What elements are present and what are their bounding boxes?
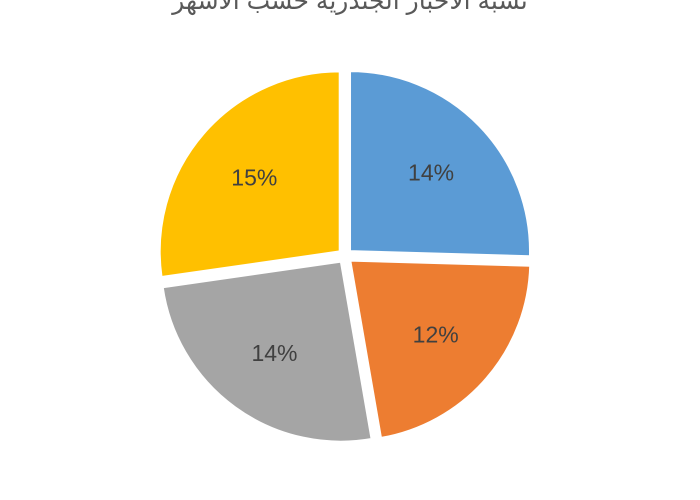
pie-slice-3 <box>161 260 373 443</box>
slice-data-label-4: 15% <box>231 164 277 190</box>
pie-slice-2 <box>349 259 532 440</box>
pie-labels: 14% 12% 14% 15% <box>231 159 458 366</box>
slice-data-label-2: 12% <box>413 322 459 348</box>
chart-title: نسبة الأخبار الجندرية حسب الأشهر <box>172 0 528 15</box>
slice-data-label-3: 14% <box>251 340 297 366</box>
pie-slice-4 <box>158 70 341 279</box>
pie-slice-1 <box>349 70 531 258</box>
slice-data-label-1: 14% <box>408 159 454 185</box>
pie-slices <box>158 70 532 443</box>
